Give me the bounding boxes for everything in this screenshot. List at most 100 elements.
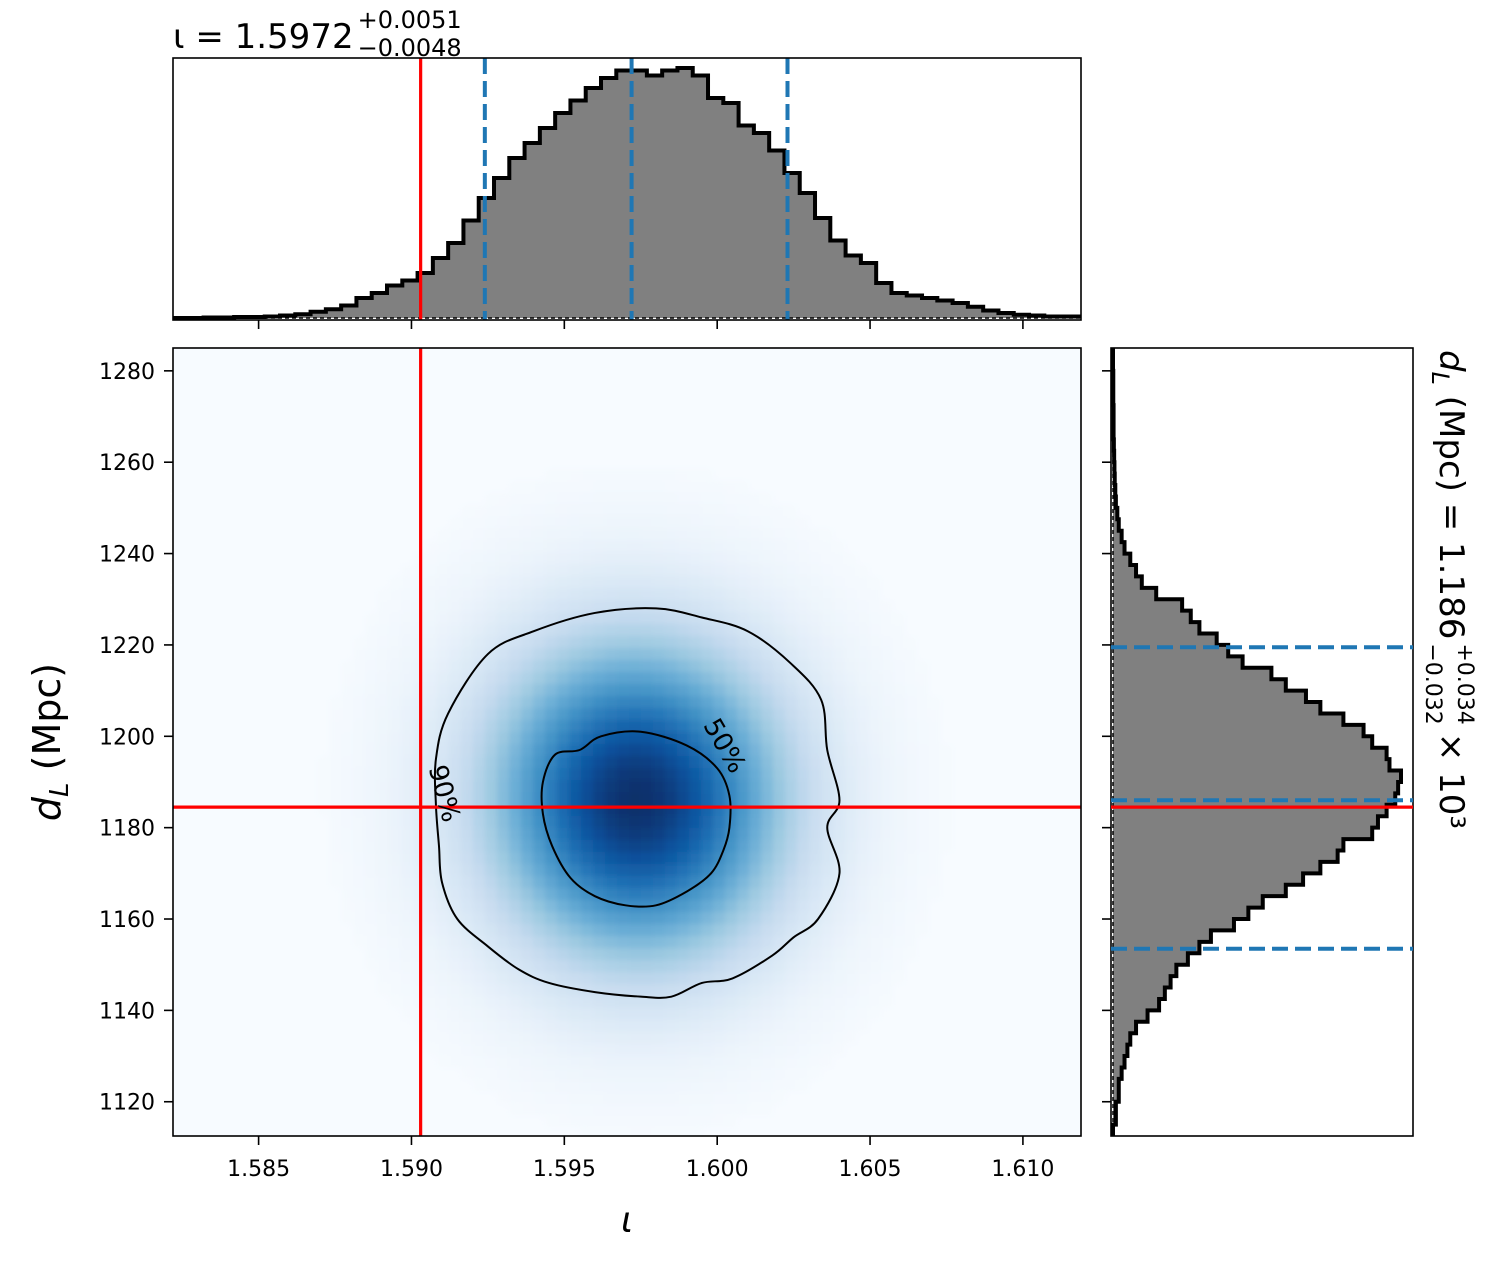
density-cell (521, 912, 534, 925)
density-cell (845, 780, 858, 793)
density-cell (605, 960, 618, 973)
density-cell (785, 732, 798, 745)
density-cell (725, 900, 738, 913)
density-cell (449, 960, 462, 973)
density-cell (629, 672, 642, 685)
density-cell (929, 816, 942, 829)
density-cell (641, 672, 654, 685)
iota-histogram (173, 66, 1081, 320)
density-cell (653, 684, 666, 697)
density-cell (461, 540, 474, 553)
density-cell (509, 792, 522, 805)
density-cell (641, 756, 654, 769)
density-cell (725, 1008, 738, 1021)
dL-title: dL (Mpc) = 1.186 +0.034 −0.032 × 10³ (1420, 350, 1477, 829)
density-cell (521, 792, 534, 805)
density-cell (617, 684, 630, 697)
density-cell (617, 1068, 630, 1081)
density-cell (497, 780, 510, 793)
density-cell (485, 1008, 498, 1021)
density-cell (437, 612, 450, 625)
density-cell (569, 1068, 582, 1081)
density-cell (389, 600, 402, 613)
density-cell (809, 828, 822, 841)
density-cell (545, 1092, 558, 1105)
density-cell (581, 1116, 594, 1129)
density-cell (749, 492, 762, 505)
density-cell (449, 744, 462, 757)
density-cell (857, 648, 870, 661)
density-cell (761, 648, 774, 661)
density-cell (761, 924, 774, 937)
density-cell (869, 780, 882, 793)
density-cell (761, 984, 774, 997)
density-cell (593, 1008, 606, 1021)
density-cell (497, 696, 510, 709)
density-cell (881, 828, 894, 841)
density-cell (821, 564, 834, 577)
density-cell (533, 1056, 546, 1069)
density-cell (845, 816, 858, 829)
density-cell (593, 876, 606, 889)
density-cell (821, 1056, 834, 1069)
density-cell (365, 636, 378, 649)
density-cell (365, 936, 378, 949)
density-cell (353, 756, 366, 769)
density-cell (389, 576, 402, 589)
density-cell (725, 1020, 738, 1033)
density-cell (785, 912, 798, 925)
density-cell (821, 876, 834, 889)
density-cell (617, 900, 630, 913)
density-cell (749, 792, 762, 805)
density-cell (929, 864, 942, 877)
density-cell (605, 588, 618, 601)
density-cell (509, 504, 522, 517)
density-cell (569, 924, 582, 937)
density-cell (353, 900, 366, 913)
density-cell (629, 540, 642, 553)
density-cell (473, 1056, 486, 1069)
density-cell (581, 588, 594, 601)
density-cell (761, 540, 774, 553)
density-cell (869, 684, 882, 697)
density-cell (653, 1116, 666, 1129)
density-cell (545, 924, 558, 937)
density-cell (689, 1116, 702, 1129)
density-cell (797, 984, 810, 997)
density-cell (773, 672, 786, 685)
density-cell (353, 768, 366, 781)
density-cell (773, 1032, 786, 1045)
density-cell (449, 876, 462, 889)
density-cell (629, 1116, 642, 1129)
density-cell (425, 576, 438, 589)
density-cell (785, 816, 798, 829)
density-cell (617, 480, 630, 493)
density-cell (593, 924, 606, 937)
density-cell (617, 528, 630, 541)
density-cell (605, 828, 618, 841)
density-cell (581, 480, 594, 493)
density-cell (665, 504, 678, 517)
density-cell (461, 768, 474, 781)
density-cell (701, 552, 714, 565)
density-cell (821, 732, 834, 745)
density-cell (665, 492, 678, 505)
density-cell (845, 792, 858, 805)
density-cell (845, 864, 858, 877)
density-cell (473, 708, 486, 721)
density-cell (713, 792, 726, 805)
density-cell (653, 516, 666, 529)
density-cell (881, 624, 894, 637)
density-cell (689, 936, 702, 949)
density-cell (641, 1008, 654, 1021)
density-cell (581, 672, 594, 685)
density-cell (629, 972, 642, 985)
density-cell (617, 912, 630, 925)
density-cell (473, 624, 486, 637)
density-cell (509, 540, 522, 553)
density-cell (725, 912, 738, 925)
density-cell (665, 468, 678, 481)
density-cell (641, 576, 654, 589)
density-cell (653, 756, 666, 769)
density-cell (833, 948, 846, 961)
